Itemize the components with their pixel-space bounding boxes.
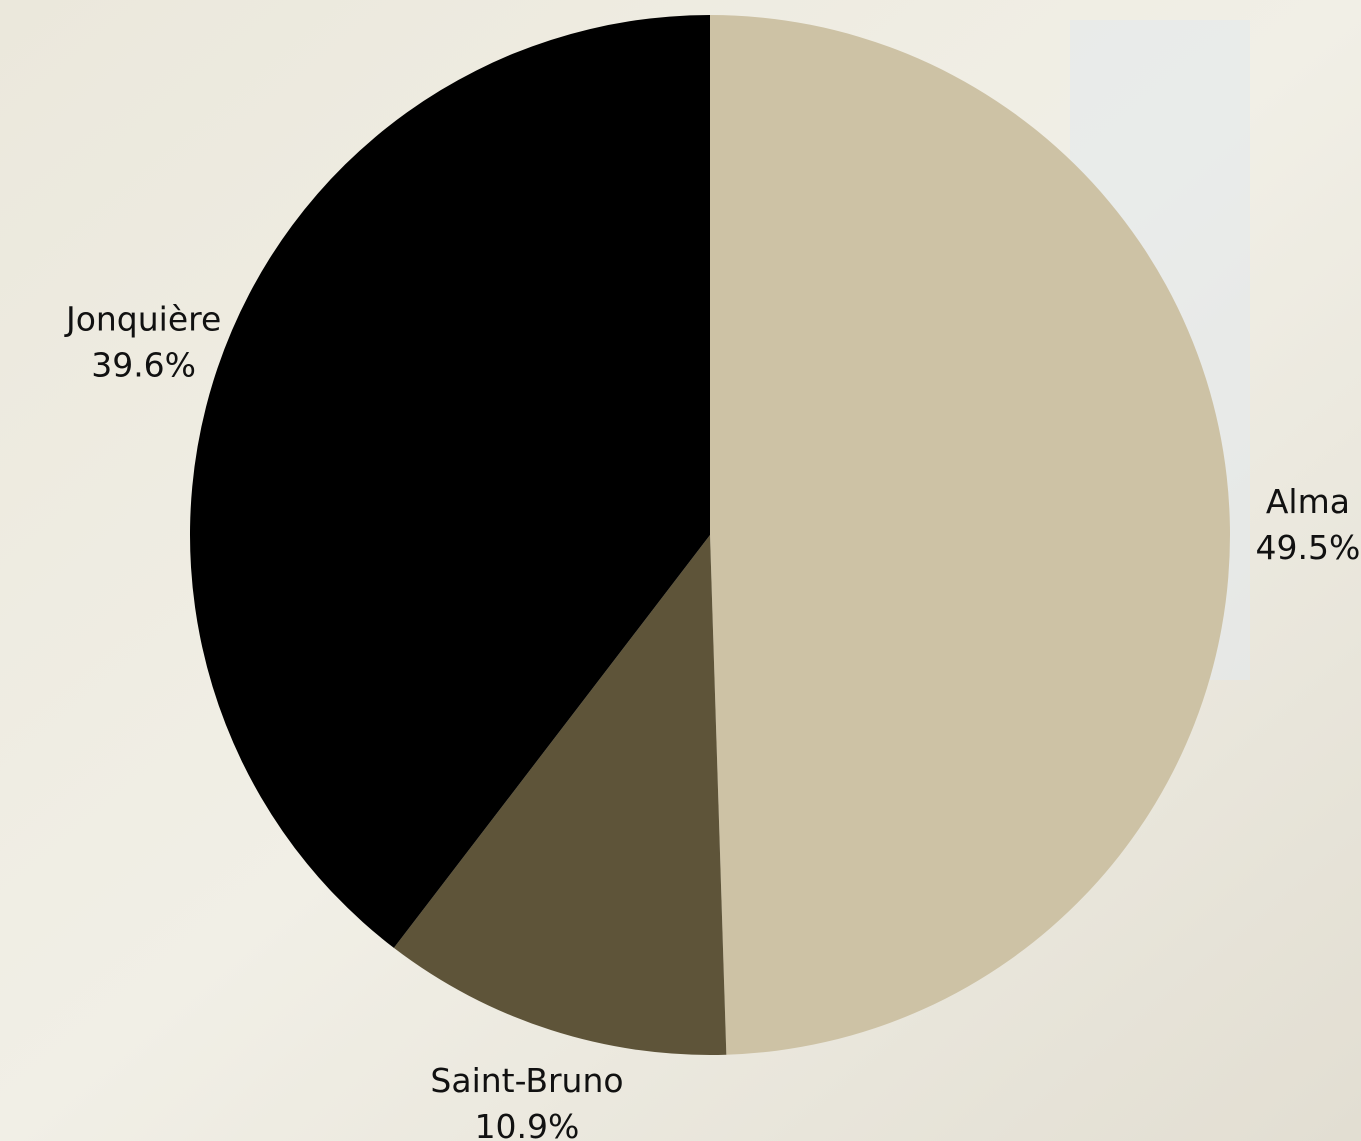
labels: Alma 49.5% Saint-Bruno 10.9% Jonquière 39.6% [64,300,1360,1141]
pie [190,15,1231,1055]
value-label: 39.6% [91,346,196,385]
pie-slice [190,15,710,948]
slice-label: Saint-Bruno [430,1061,623,1100]
slice-label: Alma [1266,482,1350,521]
slice-label: Jonquière [64,300,221,339]
pie-slice [393,535,727,1055]
value-label: 10.9% [475,1107,580,1141]
value-label: 49.5% [1256,528,1361,567]
pie-slice [710,15,1231,1055]
